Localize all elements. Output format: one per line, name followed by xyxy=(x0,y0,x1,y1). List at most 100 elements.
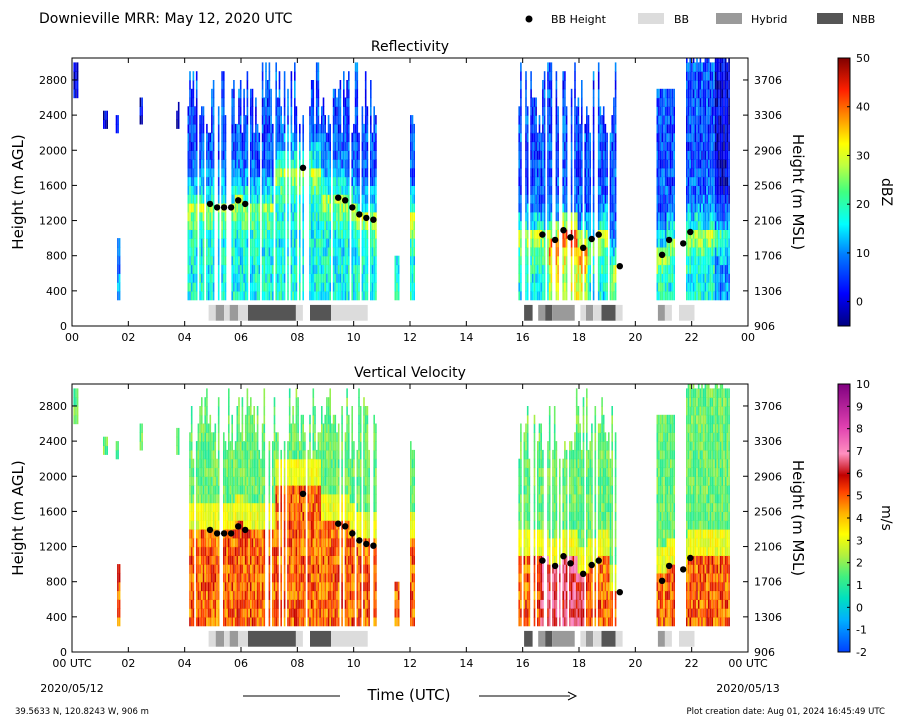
legend-hybrid-swatch xyxy=(716,13,742,24)
bb-type-segment-bb xyxy=(224,630,230,647)
bb-height-point xyxy=(242,200,249,208)
x-tick-label: 20 xyxy=(628,331,642,344)
x-tick-label: 16 xyxy=(516,331,530,344)
bb-height-point xyxy=(356,211,363,218)
x-tick-label: 10 xyxy=(347,331,361,344)
bb-height-point xyxy=(567,560,574,567)
panel-title: Vertical Velocity xyxy=(354,365,466,381)
legend-bb-label: BB xyxy=(674,13,689,26)
bb-type-segment-bb xyxy=(664,630,672,647)
bb-type-segment-bb xyxy=(331,630,368,647)
bb-height-point xyxy=(235,523,242,530)
x-tick-label: 20 xyxy=(628,657,642,670)
bb-type-segment-bb xyxy=(295,304,303,321)
bb-type-segment-hybrid xyxy=(657,630,665,647)
bb-type-segment-bb xyxy=(664,304,672,321)
bb-height-point xyxy=(551,236,559,244)
x-tick-label: 00 UTC xyxy=(52,657,92,670)
bb-type-segment-hybrid xyxy=(215,304,225,321)
bb-height-markers xyxy=(206,164,694,270)
date-end: 2020/05/13 xyxy=(716,682,779,695)
bb-type-segment-hybrid xyxy=(538,630,546,647)
bb-type-segment-hybrid xyxy=(215,630,225,647)
bb-height-point xyxy=(342,197,349,204)
bb-type-segment-bb xyxy=(238,630,249,647)
y-tick-label: 400 xyxy=(46,285,67,298)
x-tick-label: 10 xyxy=(347,657,361,670)
bb-height-point xyxy=(363,214,370,222)
bb-type-segment-hybrid xyxy=(586,630,593,647)
y-right-tick-label: 3706 xyxy=(754,74,782,87)
bb-type-segment-bb xyxy=(580,304,586,321)
bb-type-segment-hybrid xyxy=(229,630,239,647)
x-tick-label: 08 xyxy=(290,657,304,670)
bb-type-segment-hybrid xyxy=(538,304,546,321)
colorbar-tick-label: 8 xyxy=(856,423,863,436)
x-tick-label: 06 xyxy=(234,657,248,670)
bb-height-point xyxy=(616,263,623,270)
bb-type-strip xyxy=(208,304,695,321)
colorbar-tick-label: 7 xyxy=(856,445,863,458)
bb-height-point xyxy=(235,197,242,204)
bb-height-point xyxy=(551,562,559,570)
colorbar-tick-label: 10 xyxy=(856,247,870,260)
bb-height-point xyxy=(560,553,567,560)
bb-height-point xyxy=(335,194,342,201)
colorbar-label: dBZ xyxy=(878,178,894,206)
bb-height-point xyxy=(370,542,377,549)
bb-type-segment-nbb xyxy=(545,630,553,647)
bb-height-point xyxy=(242,526,249,534)
bb-height-point xyxy=(356,537,363,544)
y-right-tick-label: 1706 xyxy=(754,576,782,589)
bb-height-point xyxy=(349,530,356,537)
bb-type-segment-bb xyxy=(224,304,230,321)
bb-type-segment-bb xyxy=(615,630,623,647)
y-right-tick-label: 1306 xyxy=(754,611,782,624)
colorbar-tick-label: -2 xyxy=(856,646,867,659)
x-tick-label: 16 xyxy=(516,657,530,670)
colorbar-tick-label: 50 xyxy=(856,52,870,65)
bb-type-segment-nbb xyxy=(310,630,332,647)
heatmap xyxy=(73,384,730,627)
y-tick-label: 2000 xyxy=(39,470,67,483)
colorbar-tick-label: 9 xyxy=(856,400,863,413)
bb-height-point xyxy=(335,520,342,527)
y-tick-label: 0 xyxy=(60,646,67,659)
colorbar-tick-label: 5 xyxy=(856,490,863,503)
header-legend: BB Height BB Hybrid NBB xyxy=(525,13,875,26)
bb-type-segment-hybrid xyxy=(657,304,665,321)
bb-height-point xyxy=(680,240,687,247)
colorbar-tick-label: 1 xyxy=(856,579,863,592)
bb-height-point xyxy=(227,530,235,537)
bb-type-segment-nbb xyxy=(601,304,616,321)
bb-height-markers xyxy=(206,490,694,596)
bb-height-point xyxy=(299,164,307,171)
bb-type-segment-bb xyxy=(331,304,368,321)
y-axis-label-right: Height (m MSL) xyxy=(789,134,807,250)
y-right-tick-label: 3706 xyxy=(754,400,782,413)
y-axis-label: Height (m AGL) xyxy=(9,134,27,249)
bb-height-point xyxy=(370,216,377,223)
bb-height-point xyxy=(616,589,623,596)
y-right-tick-label: 2106 xyxy=(754,215,782,228)
bb-height-point xyxy=(342,523,349,530)
bb-height-point xyxy=(595,557,602,564)
y-right-tick-label: 1306 xyxy=(754,285,782,298)
x-tick-label: 04 xyxy=(178,331,192,344)
y-tick-label: 800 xyxy=(46,250,67,263)
heatmap xyxy=(73,58,730,301)
x-tick-label: 00 xyxy=(741,331,755,344)
y-tick-label: 2800 xyxy=(39,400,67,413)
y-tick-label: 2800 xyxy=(39,74,67,87)
colorbar-tick-label: 20 xyxy=(856,198,870,211)
x-tick-label: 14 xyxy=(459,657,473,670)
bb-type-segment-bb xyxy=(208,304,216,321)
y-right-tick-label: 2106 xyxy=(754,541,782,554)
bb-height-point xyxy=(363,540,370,548)
y-right-tick-label: 906 xyxy=(754,646,775,659)
bb-type-segment-bb xyxy=(593,630,602,647)
x-tick-label: 22 xyxy=(685,331,699,344)
bb-height-point xyxy=(213,204,221,211)
